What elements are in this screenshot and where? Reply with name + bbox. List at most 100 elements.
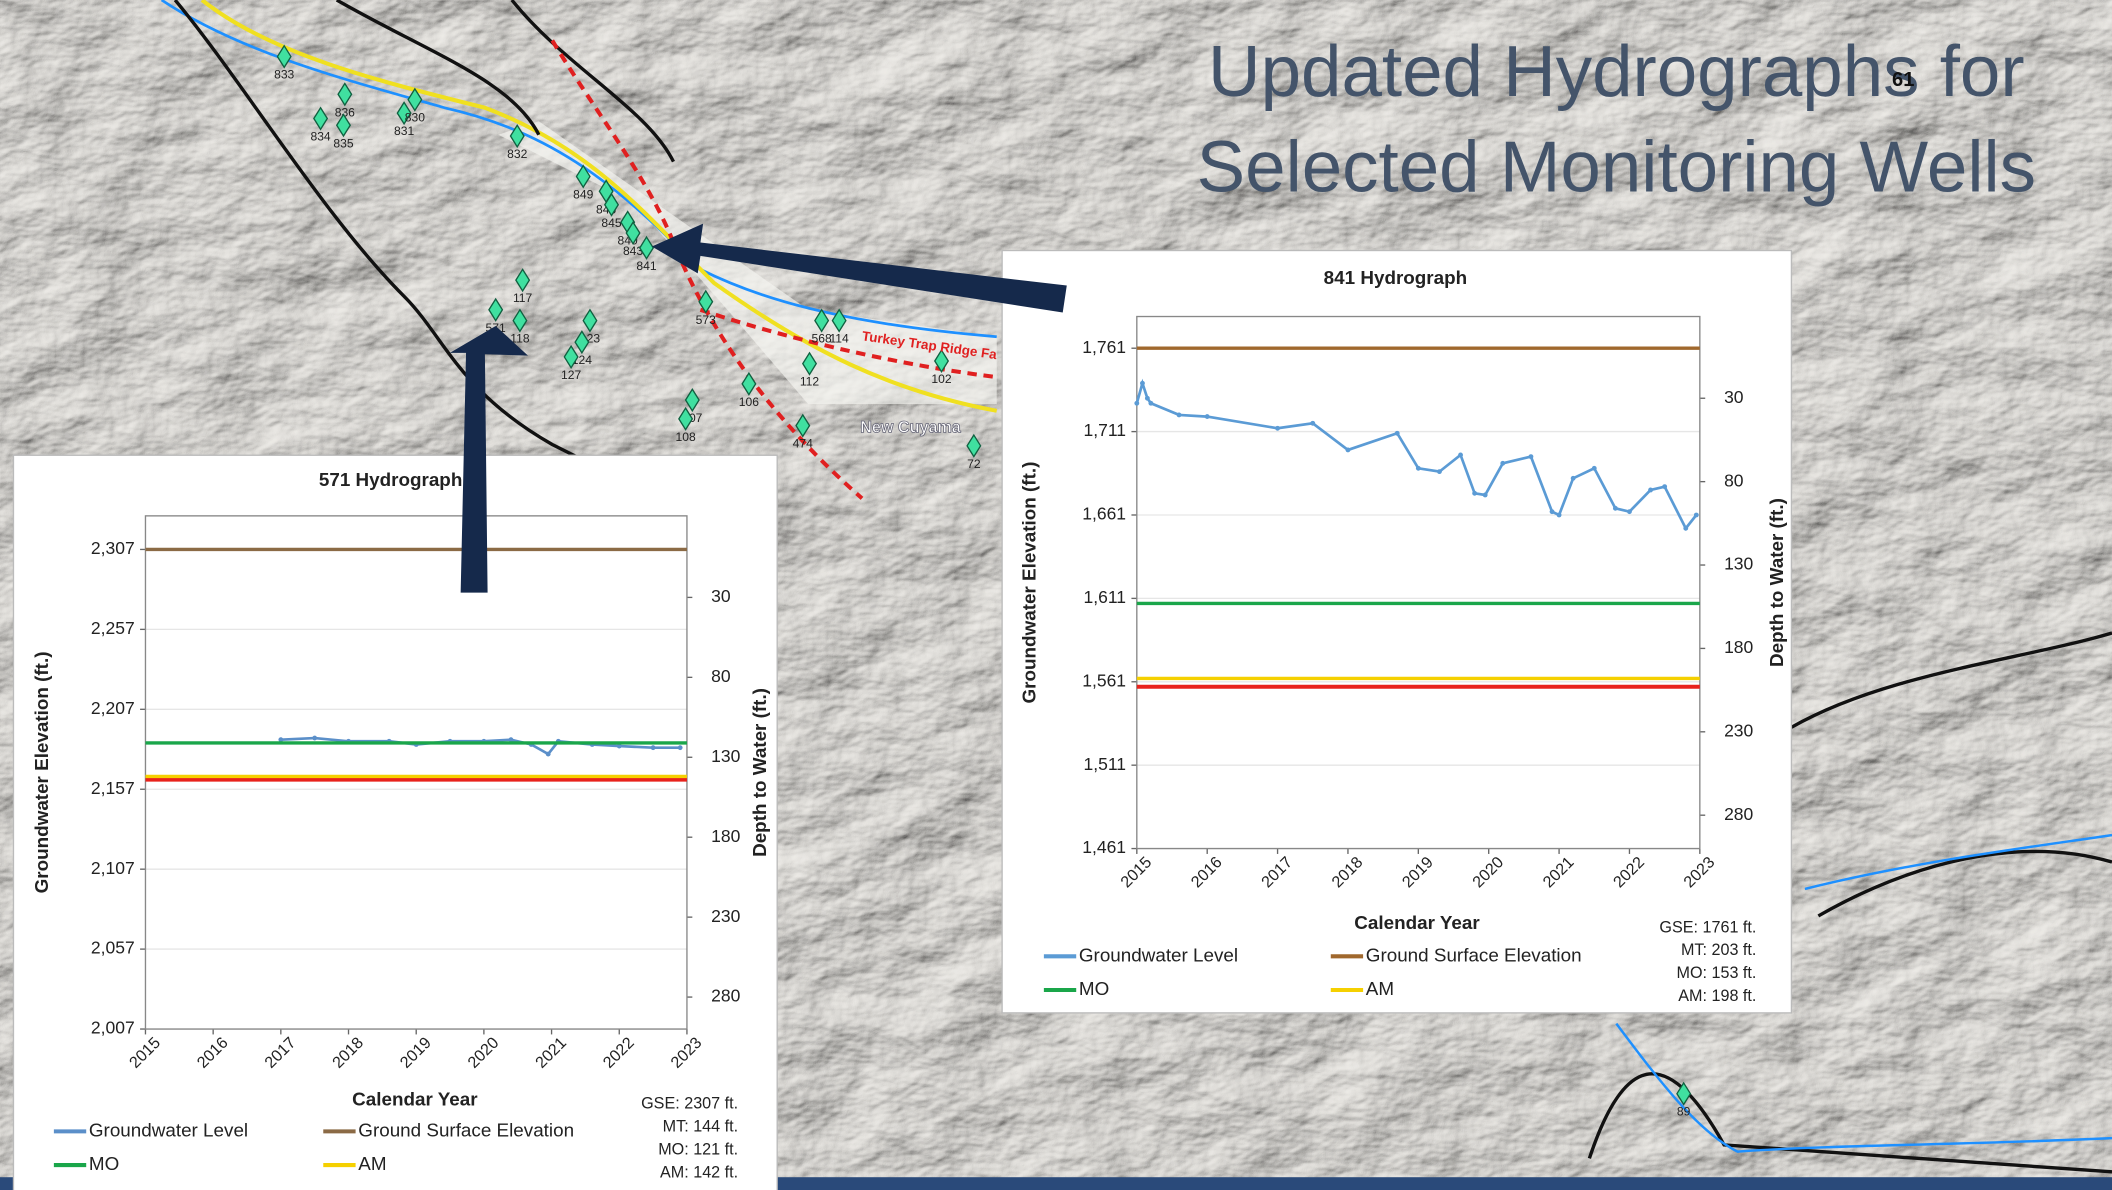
y-axis-label: Groundwater Elevation (ft.) <box>31 652 52 894</box>
chart: 841 Hydrograph1,4611,5111,5611,6111,6611… <box>1002 251 1791 1013</box>
y2-tick-label: 230 <box>711 906 740 926</box>
point <box>651 745 656 750</box>
point <box>1395 431 1400 436</box>
point <box>678 745 683 750</box>
legend-label: Groundwater Level <box>1079 944 1238 965</box>
y2-axis-label: Depth to Water (ft.) <box>749 688 770 857</box>
legend-label: MO <box>1079 978 1109 999</box>
y2-tick-label: 80 <box>1724 470 1744 490</box>
point <box>1557 513 1562 518</box>
y2-tick-label: 130 <box>1724 554 1753 574</box>
y-tick-label: 2,057 <box>91 938 135 958</box>
well-label: 830 <box>405 111 425 125</box>
point <box>1529 454 1534 459</box>
well-label: 72 <box>967 457 981 471</box>
y-tick-label: 2,307 <box>91 538 135 558</box>
chart-panel <box>1002 251 1791 1013</box>
point <box>312 736 317 741</box>
y2-tick-label: 30 <box>1724 387 1744 407</box>
point <box>1275 426 1280 431</box>
y2-tick-label: 180 <box>1724 637 1753 657</box>
note: MO: 121 ft. <box>658 1141 738 1159</box>
y2-tick-label: 30 <box>711 586 731 606</box>
point <box>1472 491 1477 496</box>
point <box>1134 401 1139 406</box>
y-tick-label: 2,257 <box>91 618 135 638</box>
note: MO: 153 ft. <box>1676 964 1756 982</box>
y-axis-label: Groundwater Elevation (ft.) <box>1018 462 1039 704</box>
well-label: 102 <box>931 372 951 386</box>
well-label: 845 <box>601 216 621 230</box>
note: MT: 144 ft. <box>663 1118 738 1136</box>
point <box>1205 414 1210 419</box>
well-label: 831 <box>394 124 414 138</box>
well-label: 89 <box>1677 1105 1691 1119</box>
y2-tick-label: 280 <box>711 986 740 1006</box>
slide: 8338368348318308358328498468458408438411… <box>0 0 2112 1190</box>
point <box>1627 509 1632 514</box>
point <box>1500 461 1505 466</box>
y2-tick-label: 230 <box>1724 720 1753 740</box>
place-label: New Cuyama <box>860 419 962 437</box>
well-label: 849 <box>573 188 593 202</box>
well-label: 117 <box>513 291 533 305</box>
well-label: 127 <box>561 368 581 382</box>
point <box>1483 493 1488 498</box>
point <box>1662 484 1667 489</box>
legend-label: Ground Surface Elevation <box>358 1119 574 1140</box>
well-label: 835 <box>333 136 353 150</box>
y-tick-label: 1,461 <box>1082 837 1126 857</box>
chart-title: 571 Hydrograph <box>319 469 462 490</box>
y-tick-label: 1,611 <box>1084 587 1127 607</box>
point <box>1648 488 1653 493</box>
well-label: 841 <box>636 259 656 273</box>
legend-label: MO <box>89 1153 119 1174</box>
point <box>1140 381 1145 386</box>
well-label: 474 <box>793 437 813 451</box>
y-tick-label: 1,761 <box>1082 337 1126 357</box>
point <box>1458 453 1463 458</box>
y-tick-label: 2,157 <box>91 778 135 798</box>
well-label: 833 <box>274 68 294 82</box>
note: MT: 203 ft. <box>1681 941 1756 959</box>
legend-label: AM <box>1366 978 1394 999</box>
x-axis-label: Calendar Year <box>1354 912 1480 933</box>
well-label: 106 <box>739 395 759 409</box>
y-tick-label: 2,207 <box>91 698 135 718</box>
y2-tick-label: 130 <box>711 746 740 766</box>
point <box>1592 466 1597 471</box>
y-tick-label: 1,661 <box>1082 504 1126 524</box>
point <box>1613 506 1618 511</box>
point <box>1145 396 1150 401</box>
legend-label: Groundwater Level <box>89 1119 248 1140</box>
point <box>546 752 551 757</box>
y2-tick-label: 180 <box>711 826 740 846</box>
legend-label: AM <box>358 1153 386 1174</box>
chart-title: 841 Hydrograph <box>1324 267 1467 288</box>
note: AM: 198 ft. <box>1678 987 1756 1005</box>
y-tick-label: 1,711 <box>1084 420 1127 440</box>
point <box>1571 476 1576 481</box>
chart: 571 Hydrograph 2,007 2,057 2,107 2,157 2,207 2… <box>13 455 777 1190</box>
well-label: 108 <box>675 430 695 444</box>
y-tick-label: 2,107 <box>91 858 135 878</box>
well-label: 573 <box>696 313 716 327</box>
well-label: 114 <box>829 332 849 346</box>
chart-panel <box>13 455 777 1190</box>
well-label: 832 <box>507 147 527 161</box>
y-tick-label: 2,007 <box>91 1018 135 1038</box>
note: AM: 142 ft. <box>660 1163 738 1181</box>
slide-title: Selected Monitoring Wells <box>1197 127 2036 208</box>
y2-tick-label: 80 <box>711 666 731 686</box>
note: GSE: 1761 ft. <box>1659 918 1756 936</box>
point <box>1694 513 1699 518</box>
page-number: 61 <box>1892 69 1914 91</box>
point <box>1550 509 1555 514</box>
legend-label: Ground Surface Elevation <box>1366 944 1582 965</box>
point <box>1416 466 1421 471</box>
point <box>1310 421 1315 426</box>
y2-tick-label: 280 <box>1724 804 1753 824</box>
page: {"slide":{"title_line1":"Updated Hydrogr… <box>0 0 2112 1190</box>
y-tick-label: 1,561 <box>1082 670 1126 690</box>
x-axis-label: Calendar Year <box>352 1088 478 1109</box>
